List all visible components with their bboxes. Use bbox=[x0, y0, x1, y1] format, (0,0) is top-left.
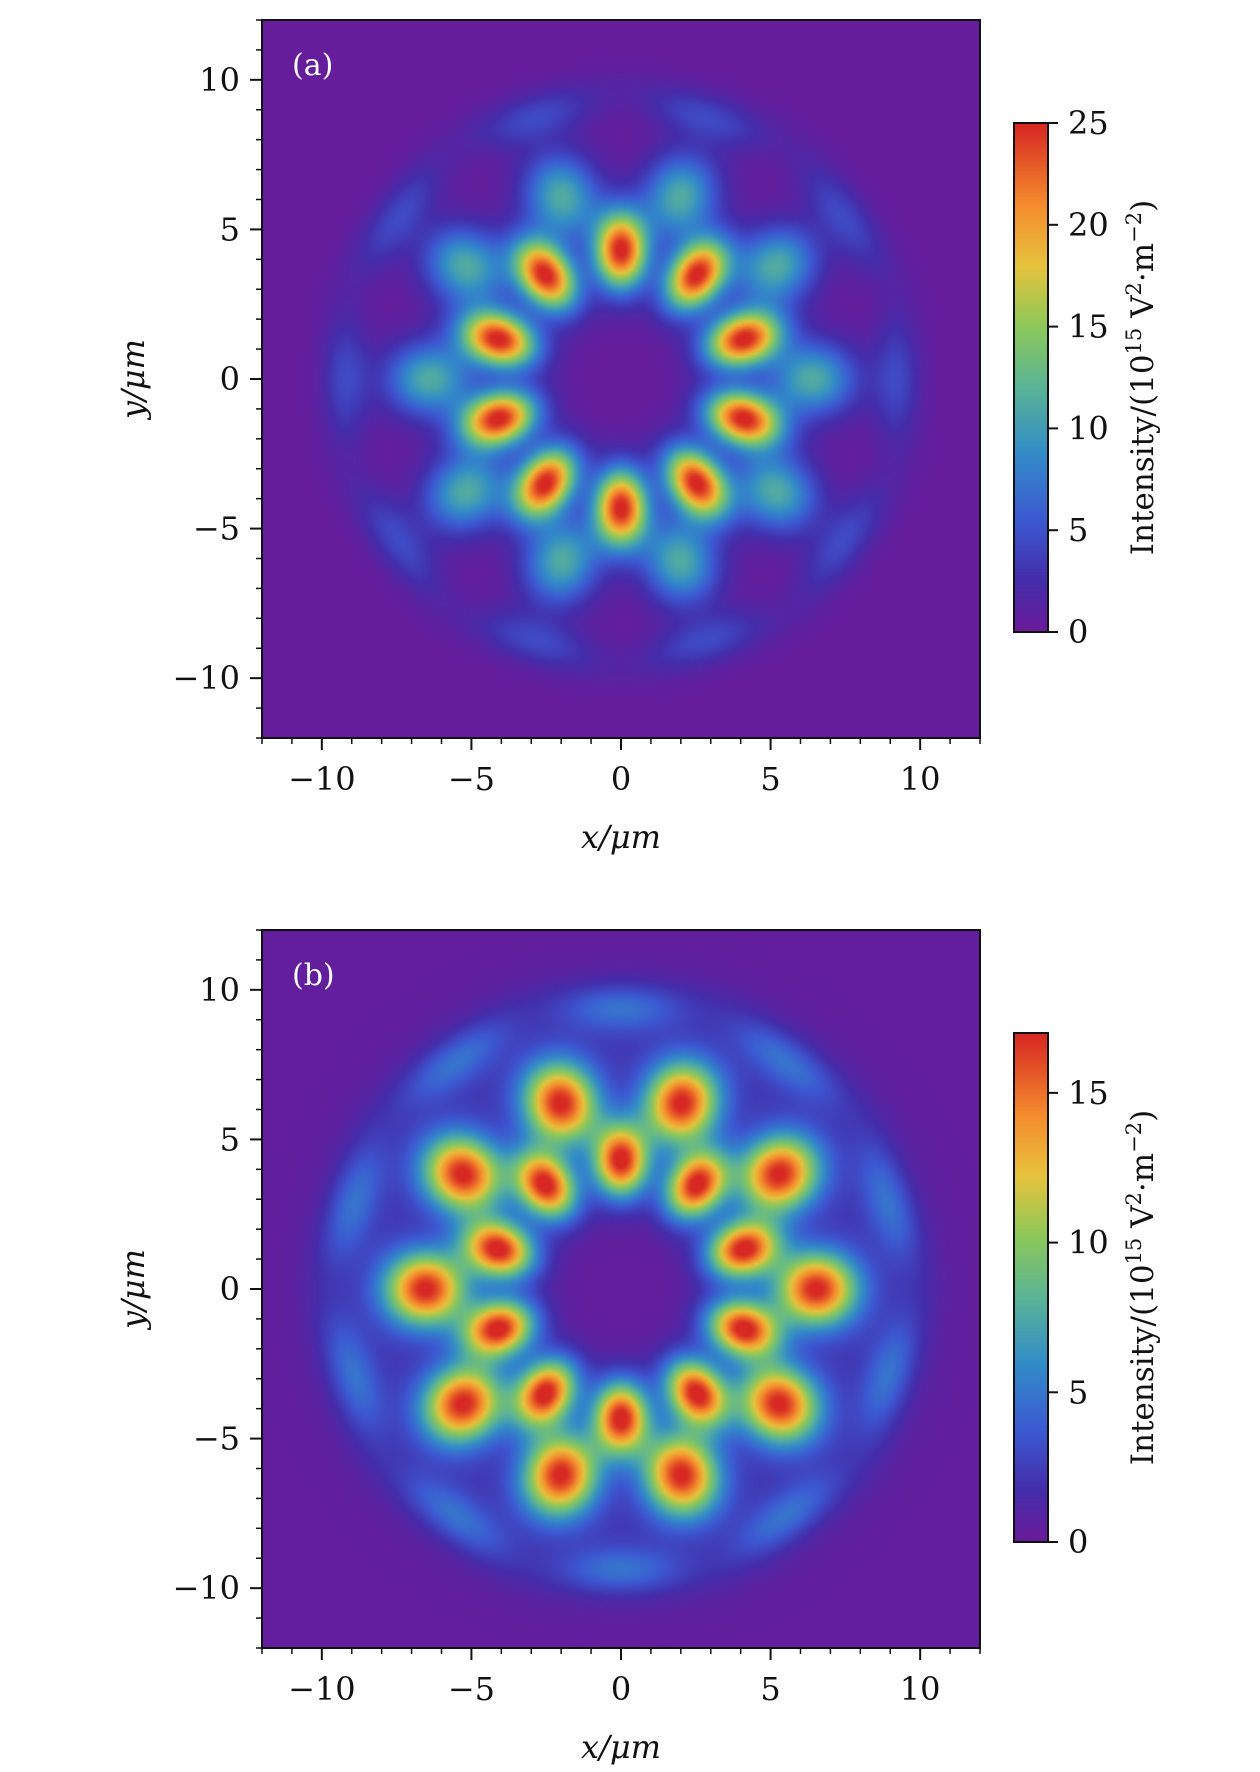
x-tick-label: −5 bbox=[448, 760, 495, 798]
heatmap-image bbox=[262, 930, 980, 1648]
y-tick-label: −5 bbox=[193, 510, 240, 548]
panel-label: (a) bbox=[292, 48, 333, 83]
x-tick-label: −5 bbox=[448, 1670, 495, 1708]
y-axis-label: y/μm bbox=[114, 1249, 152, 1331]
colorbar-tick-label: 5 bbox=[1068, 1373, 1088, 1411]
y-tick-label: −10 bbox=[172, 659, 240, 697]
x-tick-label: 0 bbox=[611, 760, 631, 798]
y-tick-label: −10 bbox=[172, 1569, 240, 1607]
y-tick-label: 5 bbox=[220, 1120, 240, 1158]
colorbar-gradient bbox=[1014, 1033, 1048, 1542]
colorbar-label: Intensity/(1015 V2·m−2) bbox=[1122, 1110, 1161, 1465]
y-tick-label: −5 bbox=[193, 1420, 240, 1458]
heatmap-image bbox=[262, 20, 980, 738]
x-tick-label: 0 bbox=[611, 1670, 631, 1708]
colorbar-tick-label: 0 bbox=[1068, 1523, 1088, 1561]
chart-panel-b: (b) −10 −5 0 5 10 10 5 0 −5 −10 x/μm y/μm 0 5 10 15 Inten… bbox=[114, 929, 1161, 1766]
colorbar-tick-label: 15 bbox=[1068, 1074, 1109, 1112]
colorbar-gradient bbox=[1014, 123, 1048, 632]
x-tick-label: 10 bbox=[900, 760, 941, 798]
colorbar-tick-label: 5 bbox=[1068, 511, 1088, 549]
y-tick-label: 0 bbox=[220, 1270, 240, 1308]
colorbar-tick-label: 10 bbox=[1068, 1224, 1109, 1262]
colorbar-frame bbox=[1013, 122, 1049, 633]
x-tick-label: −10 bbox=[288, 1670, 356, 1708]
x-axis-label: x/μm bbox=[581, 1728, 661, 1766]
y-axis-label: y/μm bbox=[114, 339, 152, 421]
panel-label: (b) bbox=[292, 958, 335, 993]
colorbar-label: Intensity/(1015 V2·m−2) bbox=[1122, 200, 1161, 555]
colorbar-tick-label: 0 bbox=[1068, 613, 1088, 651]
y-tick-label: 10 bbox=[199, 971, 240, 1009]
x-tick-label: −10 bbox=[288, 760, 356, 798]
colorbar-frame bbox=[1013, 1032, 1049, 1543]
colorbar-tick-label: 15 bbox=[1068, 308, 1109, 346]
x-tick-label: 5 bbox=[760, 1670, 780, 1708]
x-axis-label: x/μm bbox=[581, 818, 661, 856]
colorbar-tick-label: 20 bbox=[1068, 206, 1109, 244]
x-tick-label: 5 bbox=[760, 760, 780, 798]
colorbar-tick-label: 25 bbox=[1068, 104, 1109, 142]
y-tick-label: 5 bbox=[220, 210, 240, 248]
colorbar-tick-label: 10 bbox=[1068, 409, 1109, 447]
x-tick-label: 10 bbox=[900, 1670, 941, 1708]
chart-panel-a: (a) −10 −5 0 5 10 10 5 0 −5 −10 x/μm y/μm 0 5 10 15 20 25 I… bbox=[114, 19, 1161, 856]
y-tick-label: 10 bbox=[199, 61, 240, 99]
y-tick-label: 0 bbox=[220, 360, 240, 398]
